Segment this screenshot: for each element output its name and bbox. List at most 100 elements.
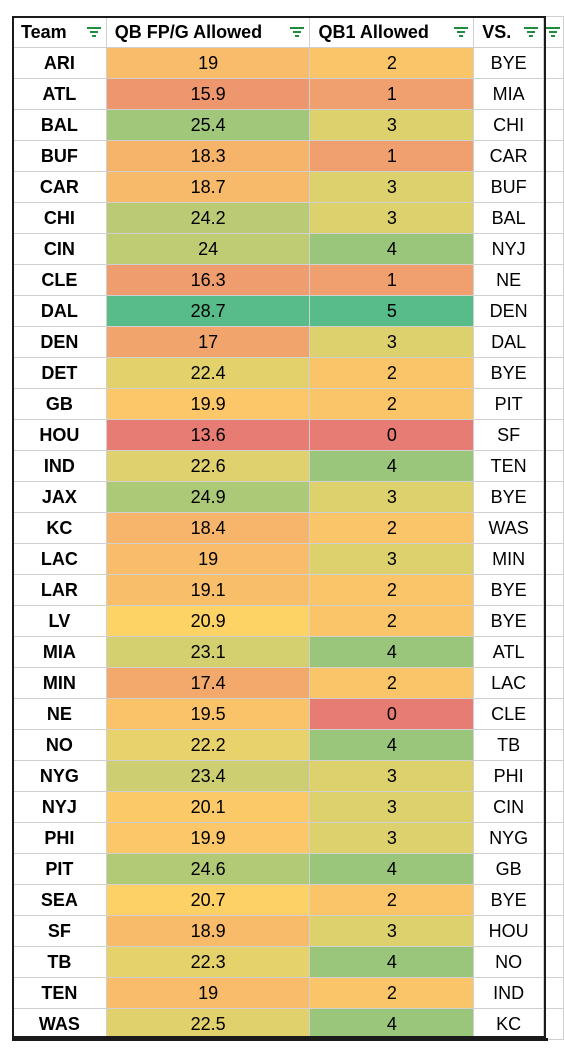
cell-empty[interactable] [543,171,564,203]
cell-fp[interactable]: 24.9 [105,481,311,513]
cell-team[interactable]: MIA [12,636,107,668]
cell-empty[interactable] [543,698,564,730]
cell-empty[interactable] [543,884,564,916]
cell-fp[interactable]: 16.3 [105,264,311,296]
cell-team[interactable]: LAR [12,574,107,606]
cell-empty[interactable] [543,202,564,234]
cell-empty[interactable] [543,729,564,761]
cell-fp[interactable]: 19.1 [105,574,311,606]
cell-team[interactable]: IND [12,450,107,482]
cell-fp[interactable]: 24.2 [105,202,311,234]
cell-fp[interactable]: 19.9 [105,388,311,420]
cell-fp[interactable]: 18.4 [105,512,311,544]
cell-qb1[interactable]: 3 [309,760,475,792]
cell-fp[interactable]: 17.4 [105,667,311,699]
cell-qb1[interactable]: 2 [309,47,475,79]
cell-vs[interactable]: GB [473,853,545,885]
cell-fp[interactable]: 24 [105,233,311,265]
cell-fp[interactable]: 19 [105,977,311,1009]
cell-vs[interactable]: NO [473,946,545,978]
cell-vs[interactable]: CIN [473,791,545,823]
cell-empty[interactable] [543,419,564,451]
cell-team[interactable]: ARI [12,47,107,79]
cell-qb1[interactable]: 3 [309,481,475,513]
cell-team[interactable]: CLE [12,264,107,296]
cell-empty[interactable] [543,1008,564,1040]
cell-team[interactable]: CAR [12,171,107,203]
cell-team[interactable]: GB [12,388,107,420]
cell-vs[interactable]: MIN [473,543,545,575]
cell-qb1[interactable]: 4 [309,233,475,265]
cell-team[interactable]: NO [12,729,107,761]
cell-team[interactable]: BAL [12,109,107,141]
cell-fp[interactable]: 20.1 [105,791,311,823]
cell-fp[interactable]: 28.7 [105,295,311,327]
cell-team[interactable]: TB [12,946,107,978]
cell-vs[interactable]: TB [473,729,545,761]
filter-icon[interactable] [454,25,469,39]
filter-icon[interactable] [86,25,101,39]
cell-qb1[interactable]: 0 [309,419,475,451]
cell-qb1[interactable]: 1 [309,78,475,110]
cell-team[interactable]: KC [12,512,107,544]
cell-team[interactable]: LV [12,605,107,637]
cell-empty[interactable] [543,636,564,668]
cell-vs[interactable]: BYE [473,574,545,606]
cell-vs[interactable]: NYG [473,822,545,854]
cell-empty[interactable] [543,574,564,606]
cell-qb1[interactable]: 3 [309,822,475,854]
cell-vs[interactable]: PHI [473,760,545,792]
cell-empty[interactable] [543,47,564,79]
cell-empty[interactable] [543,605,564,637]
cell-fp[interactable]: 19 [105,543,311,575]
cell-qb1[interactable]: 2 [309,605,475,637]
cell-fp[interactable]: 19.9 [105,822,311,854]
cell-vs[interactable]: WAS [473,512,545,544]
cell-fp[interactable]: 18.3 [105,140,311,172]
cell-empty[interactable] [543,326,564,358]
cell-qb1[interactable]: 1 [309,140,475,172]
column-header-fp[interactable]: QB FP/G Allowed [105,16,311,48]
cell-vs[interactable]: MIA [473,78,545,110]
cell-empty[interactable] [543,853,564,885]
cell-vs[interactable]: BYE [473,884,545,916]
cell-empty[interactable] [543,264,564,296]
cell-empty[interactable] [543,388,564,420]
filter-icon[interactable] [290,25,305,39]
cell-vs[interactable]: BYE [473,481,545,513]
cell-fp[interactable]: 18.7 [105,171,311,203]
cell-vs[interactable]: NYJ [473,233,545,265]
cell-fp[interactable]: 23.1 [105,636,311,668]
cell-qb1[interactable]: 4 [309,450,475,482]
cell-team[interactable]: CIN [12,233,107,265]
cell-qb1[interactable]: 3 [309,791,475,823]
cell-qb1[interactable]: 4 [309,636,475,668]
cell-empty[interactable] [543,78,564,110]
cell-empty[interactable] [543,512,564,544]
cell-fp[interactable]: 24.6 [105,853,311,885]
cell-vs[interactable]: TEN [473,450,545,482]
cell-empty[interactable] [543,295,564,327]
cell-team[interactable]: NE [12,698,107,730]
cell-fp[interactable]: 19 [105,47,311,79]
cell-fp[interactable]: 25.4 [105,109,311,141]
cell-fp[interactable]: 22.5 [105,1008,311,1040]
column-header-qb1[interactable]: QB1 Allowed [309,16,475,48]
cell-qb1[interactable]: 2 [309,977,475,1009]
cell-qb1[interactable]: 1 [309,264,475,296]
cell-qb1[interactable]: 4 [309,1008,475,1040]
cell-empty[interactable] [543,450,564,482]
cell-team[interactable]: TEN [12,977,107,1009]
cell-qb1[interactable]: 2 [309,512,475,544]
cell-empty[interactable] [543,667,564,699]
cell-vs[interactable]: DEN [473,295,545,327]
cell-fp[interactable]: 22.2 [105,729,311,761]
cell-qb1[interactable]: 2 [309,388,475,420]
cell-fp[interactable]: 19.5 [105,698,311,730]
column-header-vs[interactable]: VS. [473,16,545,48]
cell-team[interactable]: DET [12,357,107,389]
filter-icon[interactable] [524,25,539,39]
cell-vs[interactable]: CHI [473,109,545,141]
cell-vs[interactable]: BYE [473,357,545,389]
cell-vs[interactable]: BAL [473,202,545,234]
